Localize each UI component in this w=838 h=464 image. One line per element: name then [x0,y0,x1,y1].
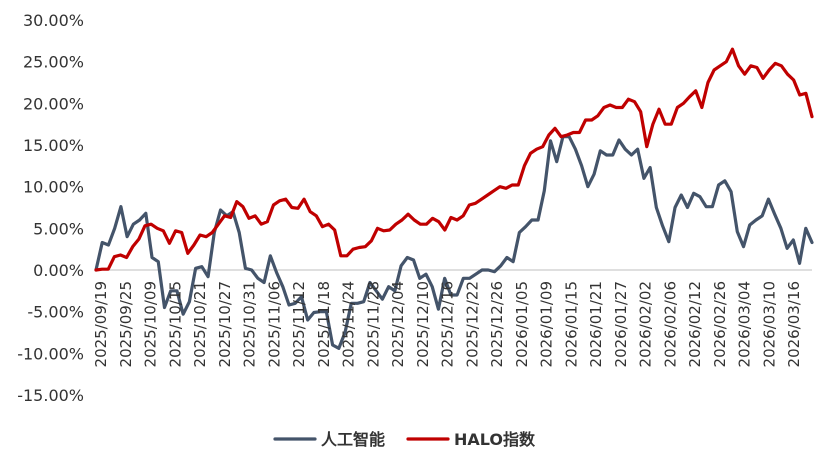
x-tick-label: 2025/11/06 [265,281,283,367]
y-tick-label: -5.00% [27,303,84,322]
x-tick-label: 2026/01/21 [587,281,605,367]
x-tick-label: 2025/12/26 [488,281,506,367]
x-tick-label: 2025/10/27 [216,281,234,367]
series-layer [94,47,814,350]
y-tick-label: 20.00% [23,94,84,113]
x-tick-label: 2025/10/31 [241,281,259,367]
x-tick-label: 2026/02/26 [711,281,729,367]
x-tick-label: 2025/12/16 [439,281,457,367]
x-tick-label: 2025/12/04 [389,281,407,367]
y-tick-label: 25.00% [23,53,84,72]
y-tick-label: 5.00% [33,219,84,238]
x-tick-label: 2026/01/09 [538,281,556,367]
x-tick-label: 2026/03/16 [785,281,803,367]
y-tick-label: -15.00% [17,386,84,405]
y-tick-label: 0.00% [33,261,84,280]
y-tick-label: 10.00% [23,178,84,197]
x-tick-label: 2025/11/24 [340,281,358,367]
x-tick-label: 2025/11/12 [290,281,308,367]
x-tick-label: 2026/02/02 [637,281,655,367]
y-axis-labels: 30.00% 25.00% 20.00% 15.00% 10.00% 5.00% 0.00%… [17,11,84,405]
legend-label-1: 人工智能 [321,430,385,449]
y-tick-label: 30.00% [23,11,84,30]
x-axis-labels: 2025/09/19 2025/09/25 2025/10/09 2025/10/15… [92,281,803,367]
x-tick-label: 2025/10/21 [191,281,209,367]
x-tick-label: 2026/01/27 [612,281,630,367]
x-tick-label: 2025/11/28 [364,281,382,367]
x-tick-label: 2025/09/25 [117,281,135,367]
x-tick-label: 2025/09/19 [92,281,110,367]
x-tick-label: 2026/01/05 [513,281,531,367]
x-tick-label: 2025/12/10 [414,281,432,367]
x-tick-label: 2025/12/22 [463,281,481,367]
x-tick-label: 2026/03/04 [736,281,754,367]
x-tick-label: 2025/10/09 [142,281,160,367]
x-tick-label: 2026/02/06 [661,281,679,367]
x-tick-label: 2026/03/10 [760,281,778,367]
x-tick-label: 2026/01/15 [562,281,580,367]
y-tick-label: 15.00% [23,136,84,155]
x-tick-label: 2025/11/18 [315,281,333,367]
x-tick-label: 2025/10/15 [166,281,184,367]
y-tick-label: -10.00% [17,344,84,363]
legend: 人工智能 HALO指数 [273,430,536,449]
legend-label-2: HALO指数 [454,430,536,449]
series-line-2 [94,47,814,272]
x-tick-label: 2026/02/12 [686,281,704,367]
